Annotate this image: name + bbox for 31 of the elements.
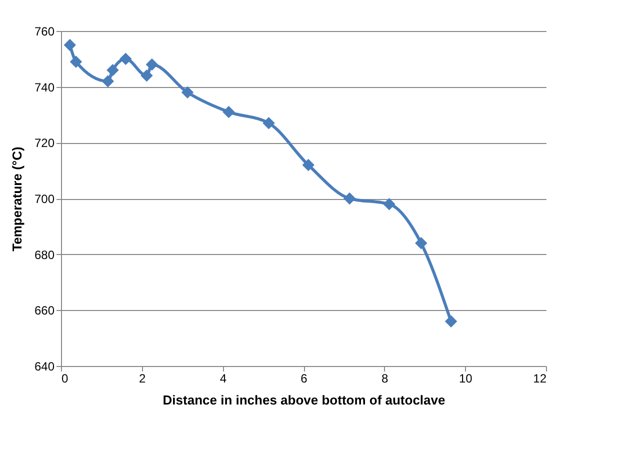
y-tick-label: 640 bbox=[34, 360, 55, 374]
point bbox=[120, 52, 132, 66]
y-tick-label: 660 bbox=[34, 304, 55, 318]
y-tick-label: 700 bbox=[34, 192, 55, 206]
point bbox=[262, 117, 275, 130]
point bbox=[106, 64, 119, 76]
y-tick-label: 760 bbox=[34, 24, 55, 38]
x-tick-label: 10 bbox=[458, 372, 473, 386]
y-tick-label: 740 bbox=[34, 80, 55, 94]
y-axis-title: Temperature (°C) bbox=[9, 146, 24, 252]
point bbox=[414, 237, 428, 250]
point bbox=[302, 158, 314, 172]
point bbox=[181, 86, 194, 99]
x-tick-label: 8 bbox=[381, 372, 388, 386]
point bbox=[444, 315, 458, 328]
point bbox=[146, 58, 158, 71]
point bbox=[70, 56, 82, 68]
point bbox=[64, 38, 76, 52]
point bbox=[383, 198, 396, 210]
x-tick-label: 6 bbox=[300, 372, 308, 386]
x-tick-label: 2 bbox=[138, 372, 146, 386]
y-tick-label: 680 bbox=[34, 248, 55, 262]
x-tick-label: 12 bbox=[533, 372, 547, 386]
point bbox=[140, 70, 153, 82]
point bbox=[343, 192, 356, 205]
point bbox=[102, 75, 114, 88]
x-axis-title: Distance in inches above bottom of autoclave bbox=[162, 392, 446, 408]
y-tick-label: 720 bbox=[34, 136, 55, 150]
point bbox=[222, 106, 235, 118]
x-tick-label: 0 bbox=[62, 372, 68, 386]
x-tick-label: 4 bbox=[220, 372, 227, 386]
